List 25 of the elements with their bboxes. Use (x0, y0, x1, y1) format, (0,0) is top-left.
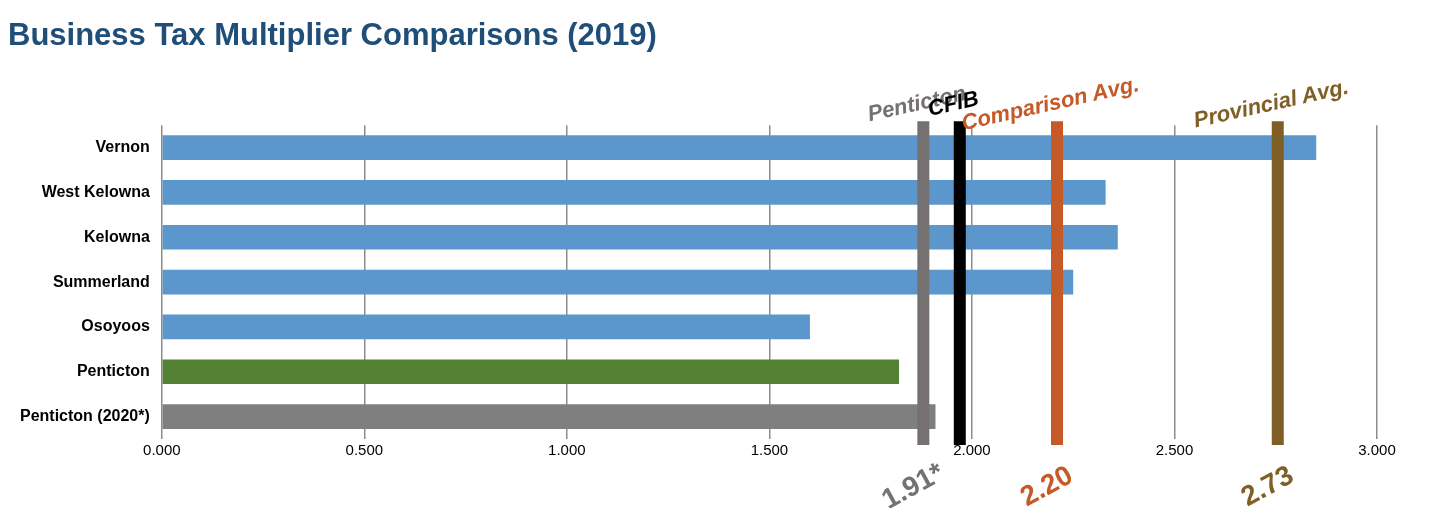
text: 2.73 (1235, 458, 1299, 513)
bar (162, 135, 1317, 160)
x-tick-label: 2.500 (1155, 441, 1194, 459)
x-tick-label: 1.000 (548, 441, 586, 459)
bar (162, 180, 1106, 205)
text: 1.91* (876, 456, 949, 515)
x-tick-label: 3.000 (1358, 441, 1396, 459)
y-tick-label: Vernon (95, 138, 150, 156)
y-tick-label: West Kelowna (41, 182, 150, 200)
bar (162, 269, 1074, 295)
x-tick-label: 1.500 (750, 441, 789, 459)
bar (162, 224, 1118, 250)
bar (162, 359, 900, 385)
x-tick-label: 0.000 (143, 441, 181, 459)
x-tick-label: 0.500 (345, 441, 384, 459)
bar (162, 314, 810, 340)
y-tick-label: Kelowna (84, 227, 150, 245)
chart-title: Business Tax Multiplier Comparisons (2019) (8, 17, 657, 53)
y-tick-label: Osoyoos (81, 317, 150, 335)
x-tick-label: 2.000 (953, 441, 991, 459)
bar (162, 404, 936, 429)
y-tick-label: Summerland (52, 272, 150, 290)
text: 2.20 (1014, 458, 1078, 513)
y-tick-label: Penticton (2020*) (20, 406, 150, 424)
y-tick-label: Penticton (76, 362, 150, 380)
